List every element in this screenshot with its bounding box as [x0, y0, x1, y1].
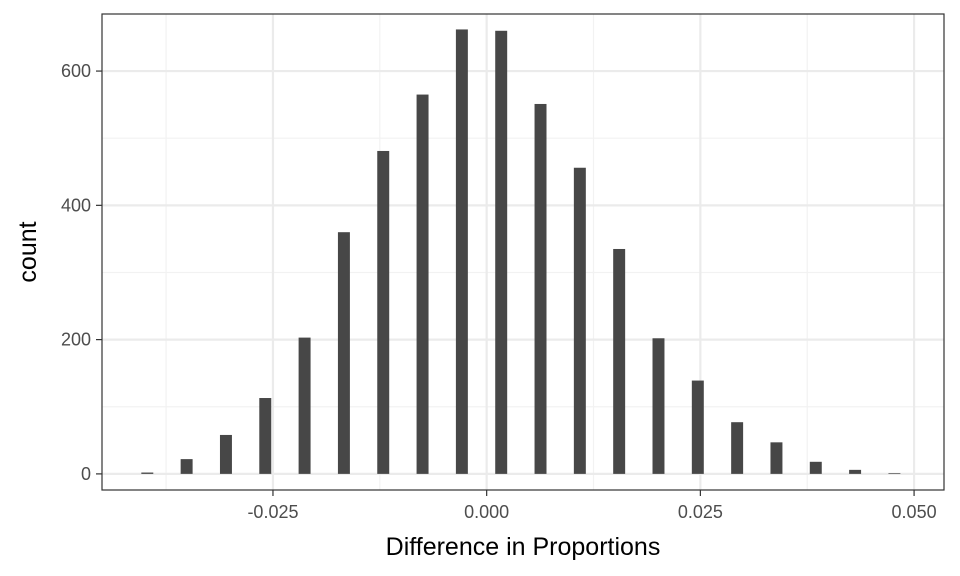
- histogram-bar: [377, 150, 390, 474]
- histogram-bar: [455, 29, 468, 474]
- histogram-bar: [888, 473, 901, 474]
- histogram-bar: [849, 469, 862, 474]
- y-tick-label: 400: [61, 195, 91, 215]
- histogram-bar: [298, 337, 311, 474]
- plot-panel-background: [102, 14, 944, 490]
- histogram-bar: [416, 94, 429, 474]
- histogram-bar: [534, 103, 547, 474]
- y-tick-label: 0: [81, 464, 91, 484]
- histogram-bar: [337, 232, 350, 474]
- x-tick-label: 0.000: [464, 502, 509, 522]
- x-axis: -0.025 0.000 0.025 0.050: [247, 490, 937, 522]
- histogram-bar: [180, 459, 193, 474]
- x-tick-label: 0.025: [678, 502, 723, 522]
- histogram-bar: [731, 422, 744, 474]
- histogram-bar: [652, 338, 665, 474]
- histogram-bar: [809, 461, 822, 474]
- histogram-bar: [219, 434, 232, 474]
- histogram-bar: [573, 167, 586, 474]
- x-axis-title: Difference in Proportions: [386, 533, 661, 561]
- y-axis: 0 200 400 600: [61, 61, 102, 484]
- y-tick-label: 600: [61, 61, 91, 81]
- histogram-bar: [691, 380, 704, 474]
- plot-panel-border: [101, 13, 945, 491]
- x-tick-label: 0.050: [892, 502, 937, 522]
- bars: [141, 29, 901, 474]
- histogram-bar: [770, 442, 783, 474]
- histogram-bar: [259, 398, 272, 474]
- histogram-bar: [495, 30, 508, 474]
- x-tick-label: -0.025: [247, 502, 298, 522]
- histogram-bar: [613, 248, 626, 474]
- minor-gridlines: [102, 14, 944, 490]
- y-tick-label: 200: [61, 330, 91, 350]
- y-axis-title: count: [14, 221, 42, 282]
- histogram-bar: [141, 472, 154, 474]
